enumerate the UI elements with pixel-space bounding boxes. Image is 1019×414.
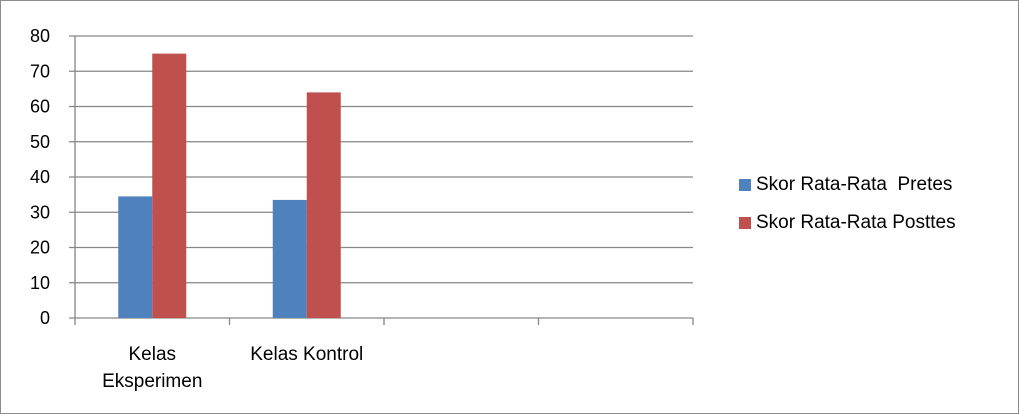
x-category-label-0: Kelas Eksperimen — [102, 344, 202, 392]
bar-posttes-0 — [152, 53, 187, 318]
x-category-label-1: Kelas Kontrol — [250, 344, 363, 365]
bar-posttes-1 — [306, 92, 341, 319]
legend-item-pretes: Skor Rata-Rata Pretes — [739, 172, 956, 198]
legend: Skor Rata-Rata Pretes Skor Rata-Rata Pos… — [739, 172, 956, 248]
bar-pretes-0 — [118, 196, 153, 318]
y-tick-label-70: 70 — [30, 61, 50, 81]
bar-pretes-1 — [272, 199, 307, 318]
y-tick-label-60: 60 — [30, 97, 50, 117]
y-tick-label-80: 80 — [30, 26, 50, 46]
legend-swatch-pretes — [739, 179, 751, 191]
legend-label-posttes: Skor Rata-Rata Posttes — [756, 212, 956, 233]
legend-label-pretes: Skor Rata-Rata Pretes — [756, 174, 953, 195]
y-tick-label-10: 10 — [30, 273, 50, 293]
y-tick-label-40: 40 — [30, 167, 50, 187]
legend-swatch-posttes — [739, 217, 751, 229]
y-tick-label-20: 20 — [30, 238, 50, 258]
y-tick-label-0: 0 — [40, 308, 50, 328]
y-tick-label-30: 30 — [30, 202, 50, 222]
legend-item-posttes: Skor Rata-Rata Posttes — [739, 210, 956, 236]
y-tick-label-50: 50 — [30, 132, 50, 152]
